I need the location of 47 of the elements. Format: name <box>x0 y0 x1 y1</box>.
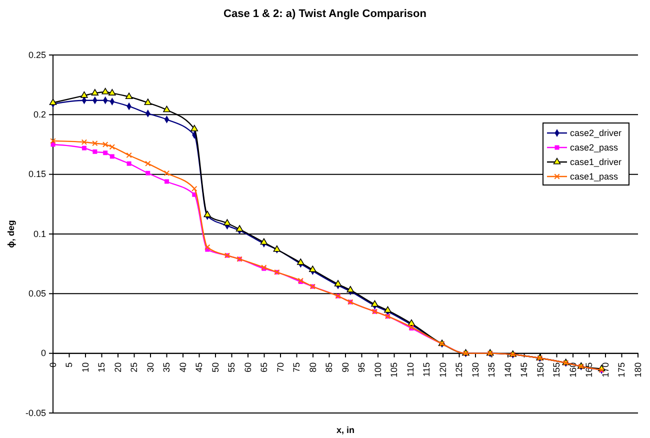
x-tick-label: 110 <box>405 362 416 377</box>
x-tick-label: 175 <box>616 362 627 378</box>
x-tick-label: 140 <box>502 362 513 378</box>
x-tick-label: 115 <box>422 362 432 377</box>
x-tick-label: 145 <box>519 362 530 378</box>
x-tick-label: 60 <box>242 362 253 372</box>
x-tick-label: 55 <box>226 362 237 372</box>
x-tick-label: 155 <box>552 362 562 378</box>
chart-title: Case 1 & 2: a) Twist Angle Comparison <box>224 8 427 20</box>
x-tick-label: 125 <box>454 362 464 378</box>
x-tick-label: 35 <box>162 362 172 372</box>
x-tick-label: 20 <box>112 362 123 372</box>
y-tick-label: 0.2 <box>33 110 46 120</box>
legend-label: case1_pass <box>570 172 619 182</box>
x-tick-label: 95 <box>356 362 367 372</box>
y-tick-label: 0.05 <box>28 288 46 299</box>
x-tick-label: 30 <box>145 362 156 372</box>
x-tick-label: 80 <box>308 362 318 372</box>
x-tick-label: 50 <box>210 362 220 372</box>
x-tick-label: 25 <box>129 362 140 372</box>
x-tick-label: 100 <box>372 362 383 378</box>
x-tick-label: 135 <box>486 362 497 378</box>
x-tick-label: 180 <box>632 362 643 378</box>
y-tick-label: 0.1 <box>33 228 46 239</box>
legend-label: case2_driver <box>570 128 622 138</box>
y-axis-title: ϕ, deg <box>6 220 16 248</box>
y-tick-label: 0 <box>40 348 46 358</box>
y-tick-label: 0.15 <box>28 169 46 180</box>
x-tick-label: 85 <box>324 362 334 372</box>
x-tick-label: 75 <box>292 362 302 372</box>
x-axis-title: x, in <box>336 425 355 435</box>
x-tick-label: 10 <box>80 362 90 372</box>
x-tick-label: 5 <box>64 362 74 368</box>
x-tick-label: 120 <box>438 362 448 378</box>
x-tick-label: 65 <box>259 362 270 372</box>
x-tick-label: 90 <box>340 362 350 372</box>
x-tick-label: 130 <box>470 362 480 378</box>
x-tick-label: 15 <box>96 362 107 372</box>
x-tick-label: 45 <box>194 362 204 372</box>
legend-label: case1_driver <box>570 157 622 168</box>
x-tick-label: 40 <box>178 362 188 372</box>
x-tick-label: 150 <box>535 362 546 378</box>
legend-label: case2_pass <box>570 142 619 153</box>
y-tick-label: -0.05 <box>25 408 46 418</box>
x-tick-label: 105 <box>389 362 400 378</box>
y-tick-label: 0.25 <box>28 50 46 60</box>
x-tick-label: 70 <box>275 362 286 372</box>
